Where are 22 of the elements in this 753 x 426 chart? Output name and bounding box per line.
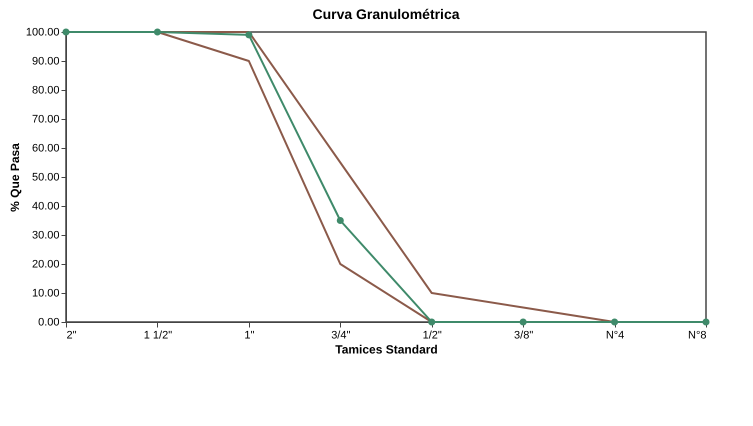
y-tick-label: 20.00 (32, 258, 60, 270)
y-tick-label: 60.00 (32, 142, 60, 154)
x-tick-label: 2" (66, 330, 77, 342)
x-tick-label: N°8 (688, 330, 706, 342)
chart-title: Curva Granulométrica (312, 6, 460, 22)
x-tick-label: 1/2" (422, 330, 442, 342)
y-axis-title: % Que Pasa (8, 142, 22, 212)
x-tick-label: 1 1/2" (144, 330, 172, 342)
x-tick-label: 3/4" (331, 330, 350, 342)
y-tick-label: 50.00 (32, 172, 60, 184)
x-tick-label: 3/8" (514, 330, 534, 342)
y-tick-label: 80.00 (32, 84, 60, 96)
x-tick-label: 1" (244, 330, 254, 342)
y-tick-label: 10.00 (32, 288, 60, 300)
x-axis-title: Tamices Standard (335, 342, 438, 356)
y-tick-label: 0.00 (38, 316, 60, 328)
y-tick-label: 90.00 (32, 56, 60, 68)
x-tick-label: N°4 (606, 330, 624, 342)
y-tick-label: 100.00 (26, 26, 60, 38)
y-tick-label: 30.00 (32, 230, 60, 242)
y-tick-label: 40.00 (32, 200, 60, 212)
y-tick-label: 70.00 (32, 114, 60, 126)
